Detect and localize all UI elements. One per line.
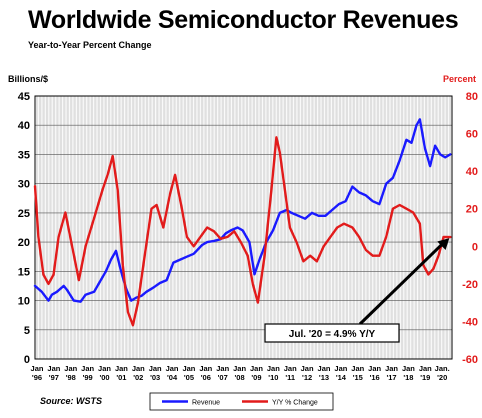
y-tick-left: 10 — [18, 296, 30, 308]
x-tick-month: Jan — [284, 364, 297, 373]
x-tick-year: '17 — [386, 373, 396, 382]
x-tick-month: Jan — [98, 364, 111, 373]
x-tick-year: '07 — [218, 373, 228, 382]
x-tick-year: '12 — [302, 373, 312, 382]
x-tick-month: Jan — [81, 364, 94, 373]
x-tick-month: Jan — [149, 364, 162, 373]
chart-title: Worldwide Semiconductor Revenues — [28, 6, 459, 34]
x-tick-month: Jan — [216, 364, 229, 373]
y-tick-left: 25 — [18, 208, 30, 220]
x-tick-year: '20 — [437, 373, 447, 382]
x-tick-month: Jan — [318, 364, 331, 373]
x-tick-year: '09 — [251, 373, 261, 382]
x-tick-year: '16 — [370, 373, 380, 382]
x-tick-year: '98 — [66, 373, 76, 382]
annotation-text: Jul. '20 = 4.9% Y/Y — [289, 329, 376, 340]
x-tick-year: '19 — [420, 373, 430, 382]
x-tick-year: '03 — [150, 373, 160, 382]
y-tick-right: 20 — [466, 204, 478, 216]
chart-subtitle: Year-to-Year Percent Change — [28, 40, 152, 50]
x-tick-month: Jan — [334, 364, 347, 373]
y-tick-right: 80 — [466, 91, 478, 103]
x-tick-month: Jan — [115, 364, 128, 373]
annotation-arrow-head — [437, 238, 450, 251]
y-tick-right: 40 — [466, 166, 478, 178]
vertical-gridlines — [36, 96, 451, 359]
y-tick-left: 40 — [18, 120, 30, 132]
y-tick-left: 35 — [18, 149, 30, 161]
source-note: Source: WSTS — [40, 396, 103, 406]
x-tick-year: '99 — [83, 373, 93, 382]
y-tick-right: -60 — [462, 354, 478, 366]
yoy-change-series-line — [33, 136, 452, 327]
x-tick-year: '00 — [99, 373, 109, 382]
x-tick-month: Jan — [182, 364, 195, 373]
y-tick-right: 0 — [472, 241, 478, 253]
x-tick-year: '06 — [201, 373, 211, 382]
legend-revenue-label: Revenue — [192, 400, 220, 407]
y-tick-left: 45 — [18, 91, 30, 103]
x-tick-year: '02 — [133, 373, 143, 382]
x-tick-month: Jan — [166, 364, 179, 373]
x-tick-year: '11 — [285, 373, 295, 382]
x-tick-month: Jan — [267, 364, 280, 373]
x-tick-year: '15 — [353, 373, 363, 382]
y-tick-left: 15 — [18, 266, 30, 278]
y-tick-right: -40 — [462, 316, 478, 328]
x-tick-month: Jan — [402, 364, 415, 373]
x-tick-month: Jan. — [435, 364, 450, 373]
x-tick-month: Jan — [301, 364, 314, 373]
x-tick-year: '05 — [184, 373, 194, 382]
y-tick-right: 60 — [466, 129, 478, 141]
x-tick-year: '13 — [319, 373, 329, 382]
y-axis-left-label: Billions/$ — [8, 74, 49, 84]
annotation-box — [264, 323, 400, 343]
legend-box — [149, 392, 334, 411]
x-tick-month: Jan — [233, 364, 246, 373]
plot-frame — [34, 95, 453, 360]
x-tick-month: Jan — [368, 364, 381, 373]
x-tick-month: Jan — [250, 364, 263, 373]
x-tick-month: Jan — [199, 364, 212, 373]
y-axis-right-label: Percent — [442, 74, 476, 84]
revenue-series-line — [33, 118, 452, 303]
x-tick-month: Jan — [419, 364, 432, 373]
x-tick-year: '01 — [116, 373, 126, 382]
x-tick-year: '97 — [49, 373, 59, 382]
x-tick-year: '18 — [403, 373, 413, 382]
x-tick-month: Jan — [351, 364, 364, 373]
x-tick-year: '14 — [336, 373, 347, 382]
x-tick-month: Jan — [31, 364, 44, 373]
x-tick-month: Jan — [47, 364, 60, 373]
y-tick-left: 20 — [18, 237, 30, 249]
annotation-arrow-line — [358, 241, 446, 326]
x-tick-month: Jan — [64, 364, 77, 373]
x-tick-year: '08 — [235, 373, 245, 382]
x-tick-year: '10 — [268, 373, 278, 382]
x-tick-year: '96 — [32, 373, 42, 382]
x-tick-month: Jan — [385, 364, 398, 373]
y-tick-right: -20 — [462, 279, 478, 291]
x-tick-year: '04 — [167, 373, 178, 382]
y-tick-left: 5 — [24, 325, 30, 337]
y-tick-left: 30 — [18, 179, 30, 191]
legend-yoy-label: Y/Y % Change — [272, 400, 318, 407]
y-tick-left: 0 — [24, 354, 30, 366]
x-tick-month: Jan — [132, 364, 145, 373]
